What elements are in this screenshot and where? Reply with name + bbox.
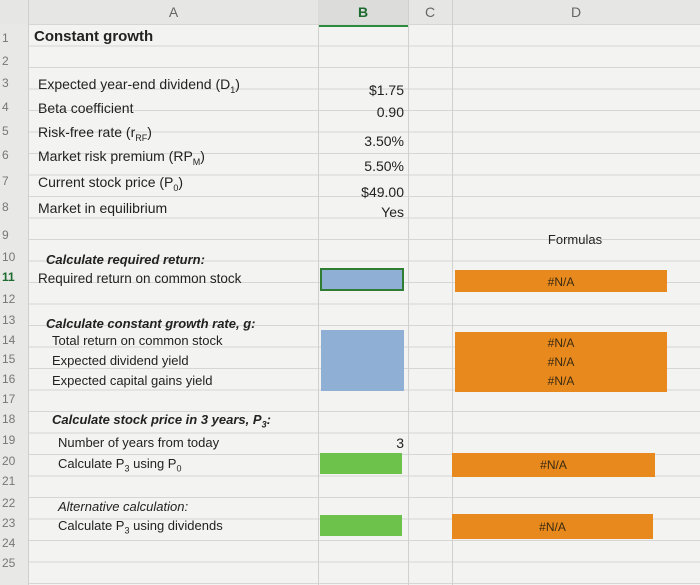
input-p3-using-dividends[interactable] (320, 515, 402, 536)
cell-grid[interactable] (29, 24, 700, 585)
value-beta[interactable]: 0.90 (376, 104, 404, 120)
label-current-price: Current stock price (P0) (38, 174, 184, 193)
formula-value-dividend-yield: #N/A (547, 355, 575, 369)
value-market-risk-premium[interactable]: 5.50% (364, 158, 404, 174)
input-growth-block[interactable] (321, 330, 404, 391)
label-total-return: Total return on common stock (52, 333, 223, 348)
row-header-13[interactable]: 13 (2, 313, 16, 327)
row-header-15[interactable]: 15 (2, 352, 16, 366)
heading-growth-rate: Calculate constant growth rate, g: (46, 316, 256, 331)
row-header-23[interactable]: 23 (2, 516, 16, 530)
select-all-corner[interactable] (0, 0, 29, 24)
formula-block-growth[interactable] (455, 332, 667, 392)
heading-alternative-calc: Alternative calculation: (58, 499, 189, 514)
label-risk-free-rate: Risk-free rate (rRF) (38, 124, 152, 143)
row-header-22[interactable]: 22 (2, 496, 16, 510)
formula-cell-p3-using-dividends[interactable] (452, 514, 653, 539)
label-capital-gains-yield: Expected capital gains yield (52, 373, 213, 388)
formula-value-total-return: #N/A (547, 336, 575, 350)
value-market-equilibrium[interactable]: Yes (381, 204, 404, 220)
formula-value-p3-using-p0: #N/A (540, 458, 567, 472)
label-dividend-yield: Expected dividend yield (52, 353, 189, 368)
heading-stock-price: Calculate stock price in 3 years, P3: (52, 412, 271, 430)
value-current-price[interactable]: $49.00 (361, 184, 404, 200)
row-header-11[interactable]: 11 (2, 270, 15, 284)
row-header-16[interactable]: 16 (2, 372, 16, 386)
row-header-12[interactable]: 12 (2, 292, 16, 306)
label-market-risk-premium: Market risk premium (RPM) (38, 148, 205, 167)
label-years-from-today: Number of years from today (58, 435, 220, 450)
row-header-bar (0, 24, 29, 585)
row-header-21[interactable]: 21 (2, 474, 16, 488)
row-header-3[interactable]: 3 (2, 76, 9, 90)
row-header-6[interactable]: 6 (2, 148, 9, 162)
label-required-return: Required return on common stock (38, 271, 242, 286)
row-header-24[interactable]: 24 (2, 536, 16, 550)
label-market-equilibrium: Market in equilibrium (38, 200, 168, 216)
row-header-1[interactable]: 1 (2, 31, 9, 45)
label-calc-p3-using-p0: Calculate P3 using P0 (58, 456, 182, 474)
label-calc-p3-using-dividends: Calculate P3 using dividends (58, 518, 223, 536)
row-header-19[interactable]: 19 (2, 433, 16, 447)
input-p3-using-p0[interactable] (320, 453, 402, 474)
formula-cell-required-return[interactable] (455, 270, 667, 292)
row-header-20[interactable]: 20 (2, 454, 16, 468)
value-years-from-today[interactable]: 3 (396, 435, 404, 451)
value-risk-free-rate[interactable]: 3.50% (364, 133, 404, 149)
row-header-4[interactable]: 4 (2, 100, 9, 114)
row-header-14[interactable]: 14 (2, 333, 16, 347)
formula-value-required-return: #N/A (547, 275, 575, 289)
row-header-10[interactable]: 10 (2, 250, 16, 264)
value-expected-dividend[interactable]: $1.75 (368, 82, 404, 98)
row-header-8[interactable]: 8 (2, 200, 9, 214)
row-header-7[interactable]: 7 (2, 174, 9, 188)
label-beta: Beta coefficient (38, 100, 134, 116)
row-header-17[interactable]: 17 (2, 392, 16, 406)
formula-value-p3-using-dividends: #N/A (539, 520, 566, 534)
row-header-9[interactable]: 9 (2, 228, 9, 242)
column-header-d[interactable]: D (452, 0, 700, 24)
formulas-header: Formulas (547, 232, 603, 247)
column-header-a[interactable]: A (29, 0, 319, 24)
input-required-return[interactable] (320, 268, 404, 291)
formula-value-capital-gains-yield: #N/A (547, 374, 575, 388)
heading-required-return: Calculate required return: (46, 252, 205, 267)
label-expected-dividend: Expected year-end dividend (D1) (38, 76, 240, 95)
column-header-b[interactable]: B (318, 0, 409, 27)
row-header-18[interactable]: 18 (2, 412, 16, 426)
sheet-title: Constant growth (34, 28, 154, 45)
formula-cell-p3-using-p0[interactable] (452, 453, 655, 477)
row-header-5[interactable]: 5 (2, 124, 9, 138)
column-header-c[interactable]: C (408, 0, 453, 24)
row-header-25[interactable]: 25 (2, 556, 16, 570)
row-header-2[interactable]: 2 (2, 54, 9, 68)
column-header-bar: A B C D (0, 0, 700, 27)
